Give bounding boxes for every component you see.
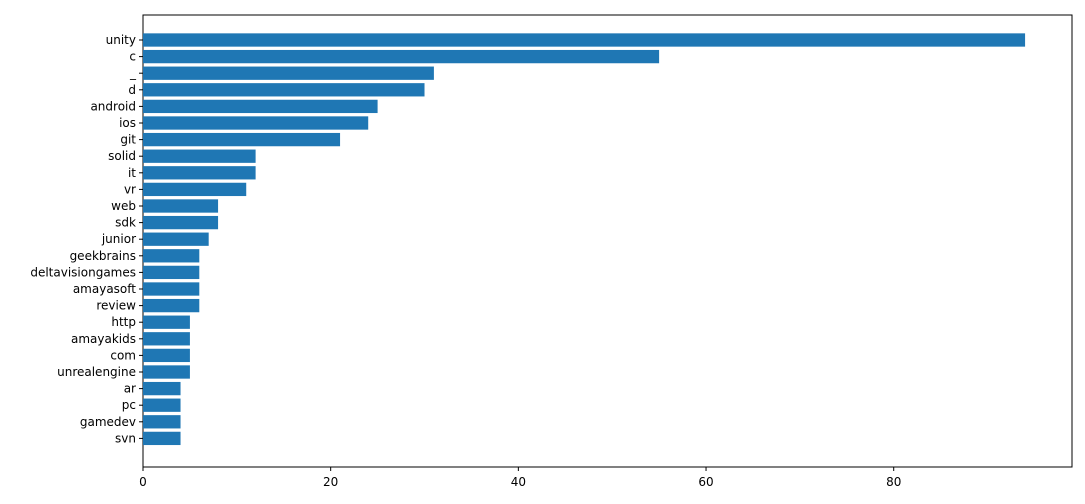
y-tick-label: junior bbox=[101, 232, 136, 246]
bar-unity bbox=[143, 33, 1026, 47]
bar-deltavisiongames bbox=[143, 265, 200, 280]
bar-svn bbox=[143, 431, 181, 446]
x-tick-label: 60 bbox=[698, 475, 713, 489]
y-tick-label: deltavisiongames bbox=[30, 265, 136, 279]
y-tick-label: android bbox=[90, 99, 136, 113]
y-tick-label: ios bbox=[119, 116, 136, 130]
x-axis: 0 20 40 60 80 bbox=[139, 467, 901, 489]
bar-unrealengine bbox=[143, 365, 190, 379]
bar-android bbox=[143, 99, 378, 114]
x-tick-label: 80 bbox=[886, 475, 901, 489]
bar-junior bbox=[143, 232, 209, 246]
bar-amayakids bbox=[143, 332, 190, 346]
y-tick-label: unity bbox=[106, 33, 136, 47]
y-tick-label: _ bbox=[129, 66, 137, 80]
bar-http bbox=[143, 315, 190, 329]
bar-ios bbox=[143, 116, 369, 130]
x-tick-label: 20 bbox=[323, 475, 338, 489]
y-tick-label: ar bbox=[124, 382, 136, 396]
bar-geekbrains bbox=[143, 249, 200, 263]
bar-c bbox=[143, 49, 660, 64]
bar-web bbox=[143, 199, 219, 213]
bar-_ bbox=[143, 66, 434, 80]
bar-amayasoft bbox=[143, 282, 200, 296]
y-tick-label: solid bbox=[108, 149, 136, 163]
plot-area bbox=[142, 14, 1073, 468]
bar-solid bbox=[143, 149, 256, 163]
y-tick-label: amayasoft bbox=[73, 282, 136, 296]
y-tick-label: com bbox=[110, 348, 136, 362]
y-tick-label: vr bbox=[124, 182, 136, 196]
y-tick-label: git bbox=[120, 133, 136, 147]
bar-review bbox=[143, 298, 200, 313]
y-tick-label: d bbox=[128, 83, 136, 97]
y-tick-label: unrealengine bbox=[57, 365, 136, 379]
x-tick-label: 40 bbox=[511, 475, 526, 489]
bar-it bbox=[143, 166, 256, 180]
y-tick-label: pc bbox=[122, 398, 136, 412]
bar-d bbox=[143, 83, 425, 97]
bar-gamedev bbox=[143, 415, 181, 429]
y-tick-label: c bbox=[129, 50, 136, 64]
bar-pc bbox=[143, 398, 181, 412]
y-tick-label: geekbrains bbox=[70, 249, 136, 263]
y-tick-label: amayakids bbox=[71, 332, 136, 346]
y-tick-label: review bbox=[96, 299, 136, 313]
bars-group bbox=[143, 33, 1026, 446]
y-tick-label: sdk bbox=[115, 216, 136, 230]
y-tick-label: svn bbox=[115, 431, 136, 445]
bar-ar bbox=[143, 381, 181, 396]
bar-vr bbox=[143, 182, 247, 197]
y-tick-label: web bbox=[111, 199, 136, 213]
x-tick-label: 0 bbox=[139, 475, 147, 489]
y-axis: unity c _d android ios git solid it vr web sdk juni… bbox=[30, 33, 143, 445]
bar-sdk bbox=[143, 215, 219, 230]
y-tick-label: http bbox=[111, 315, 136, 329]
y-tick-label: gamedev bbox=[80, 415, 136, 429]
bar-com bbox=[143, 348, 190, 363]
y-tick-label: it bbox=[128, 166, 136, 180]
bar-git bbox=[143, 132, 341, 147]
